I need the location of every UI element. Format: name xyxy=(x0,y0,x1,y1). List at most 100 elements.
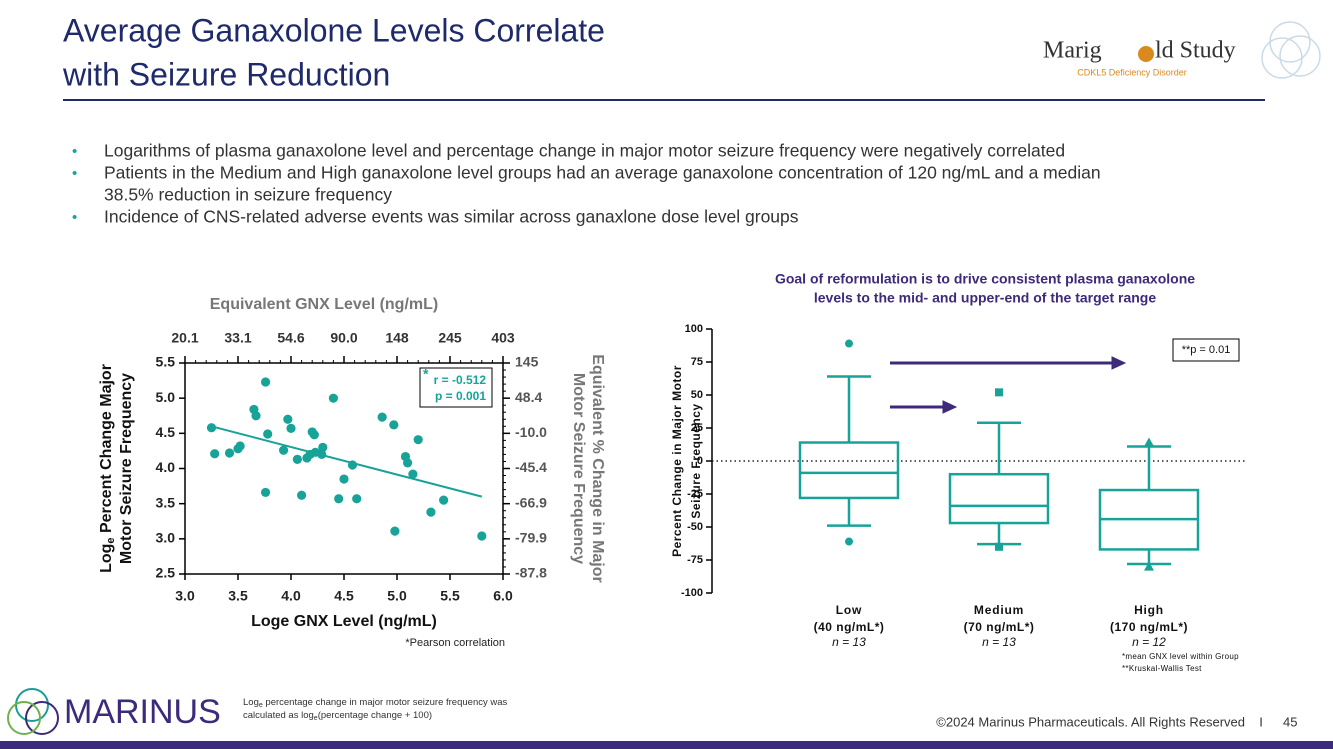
category-count: n = 13 xyxy=(832,635,866,649)
annotation: p = 0.001 xyxy=(435,389,486,403)
y-tick-label: 75 xyxy=(691,356,703,368)
bullet-text: 38.5% reduction in seizure frequency xyxy=(104,185,392,205)
footer-note: calculated as loge(percentage change + 1… xyxy=(243,710,432,722)
y2-axis-label: Equivalent % Change in Major xyxy=(589,354,606,582)
y-tick-label: 3.5 xyxy=(156,494,176,510)
bullet-dot: • xyxy=(72,143,77,160)
point xyxy=(260,377,271,387)
logo-flower xyxy=(1138,46,1154,62)
point xyxy=(389,420,399,430)
flier xyxy=(1144,561,1154,571)
y-tick-label: 100 xyxy=(685,323,703,335)
point xyxy=(251,411,261,421)
y-axis-label: Percent Change in Major Motor xyxy=(670,365,684,557)
point xyxy=(260,487,271,498)
y-tick-label: 5.5 xyxy=(156,354,176,370)
y-tick-label: 0 xyxy=(697,455,703,467)
title: with Seizure Reduction xyxy=(62,56,390,92)
y2-tick-label: -45.4 xyxy=(515,459,547,475)
label-part: Log xyxy=(98,544,115,573)
point xyxy=(278,445,289,455)
point xyxy=(477,531,487,541)
x-tick-label: 5.5 xyxy=(440,588,460,604)
corner-logo xyxy=(1261,21,1321,79)
x2-tick-label: 403 xyxy=(491,330,515,346)
ring xyxy=(1279,35,1321,77)
y-tick-label: -75 xyxy=(687,554,703,566)
logo-name: Marig xyxy=(1043,38,1102,64)
x-tick-label: 4.5 xyxy=(334,588,354,604)
annotation: **p = 0.01 xyxy=(1182,344,1231,356)
annotation-box xyxy=(419,367,493,408)
y-axis-label: Motor Seizure Frequency xyxy=(118,373,135,564)
bullet-dot: • xyxy=(72,209,77,226)
flier xyxy=(1144,437,1154,447)
x-tick-label: 3.0 xyxy=(175,588,195,604)
title: Average Ganaxolone Levels Correlate xyxy=(63,12,605,48)
label-part: Percent Change Major xyxy=(98,364,115,537)
annotation-star: * xyxy=(423,366,429,382)
flier xyxy=(845,339,853,348)
flier xyxy=(845,537,853,546)
note-sub: e xyxy=(259,702,263,709)
note-sub: e xyxy=(314,715,318,722)
ring xyxy=(1261,37,1303,79)
point xyxy=(377,412,387,422)
y-tick-label: 50 xyxy=(691,389,703,401)
arrow-head xyxy=(942,400,958,414)
bullet-dot: • xyxy=(72,165,77,182)
point xyxy=(408,469,418,479)
point xyxy=(283,414,293,424)
logo-name: ld Study xyxy=(1155,38,1236,64)
x-axis-label: Loge GNX Level (ng/mL) xyxy=(251,613,437,630)
point xyxy=(286,423,296,434)
bullet-text: Logarithms of plasma ganaxolone level an… xyxy=(104,141,1065,161)
footer-note: Loge percentage change in major motor se… xyxy=(243,697,508,709)
flier xyxy=(995,388,1003,397)
point xyxy=(426,507,436,517)
y2-tick-label: 48.4 xyxy=(515,389,542,405)
page-number: 45 xyxy=(1283,714,1297,729)
y2-tick-label: -66.9 xyxy=(515,494,547,510)
y-tick-label: -25 xyxy=(687,488,703,500)
copyright: ©2024 Marinus Pharmaceuticals. All Right… xyxy=(936,714,1245,729)
box xyxy=(948,472,1050,525)
x2-tick-label: 148 xyxy=(385,330,409,346)
y-tick-label: -50 xyxy=(687,521,703,533)
y-tick-label: 5.0 xyxy=(156,389,176,405)
category-sublabel: (170 ng/mL*) xyxy=(1110,620,1188,634)
y2-tick-label: -79.9 xyxy=(515,530,547,546)
point xyxy=(206,423,217,433)
note-part: Log xyxy=(243,697,259,708)
note-part: calculated as log xyxy=(243,710,314,721)
category-label: Medium xyxy=(974,603,1024,617)
marinus-icon xyxy=(7,688,59,735)
footnote: **Kruskal-Wallis Test xyxy=(1122,664,1202,673)
y-tick-label: 3.0 xyxy=(156,530,176,546)
y-axis-label: Seizure Frequency xyxy=(689,403,703,518)
y-tick-label: 2.5 xyxy=(156,565,176,581)
footer-bar xyxy=(0,741,1333,749)
bullet-text: Incidence of CNS-related adverse events … xyxy=(104,207,799,227)
point xyxy=(210,449,220,459)
x2-tick-label: 20.1 xyxy=(171,330,198,346)
point xyxy=(263,429,273,439)
bullet-text: Patients in the Medium and High ganaxolo… xyxy=(104,163,1101,183)
x2-tick-label: 54.6 xyxy=(277,330,304,346)
point xyxy=(318,442,328,452)
y2-tick-label: -87.8 xyxy=(515,565,547,581)
y-tick-label: 4.0 xyxy=(156,459,176,475)
y2-axis-label: Motor Seizure Frequency xyxy=(570,373,587,564)
x-tick-label: 4.0 xyxy=(281,588,301,604)
annotation: r = -0.512 xyxy=(434,373,487,387)
flier xyxy=(995,542,1003,551)
ring xyxy=(25,701,59,735)
category-sublabel: (40 ng/mL*) xyxy=(814,620,885,634)
x2-tick-label: 33.1 xyxy=(224,330,251,346)
x2-tick-label: 90.0 xyxy=(330,330,357,346)
y2-tick-label: 145 xyxy=(515,354,539,370)
x-tick-label: 6.0 xyxy=(493,588,513,604)
point xyxy=(352,494,362,504)
category-count: n = 12 xyxy=(1132,635,1166,649)
